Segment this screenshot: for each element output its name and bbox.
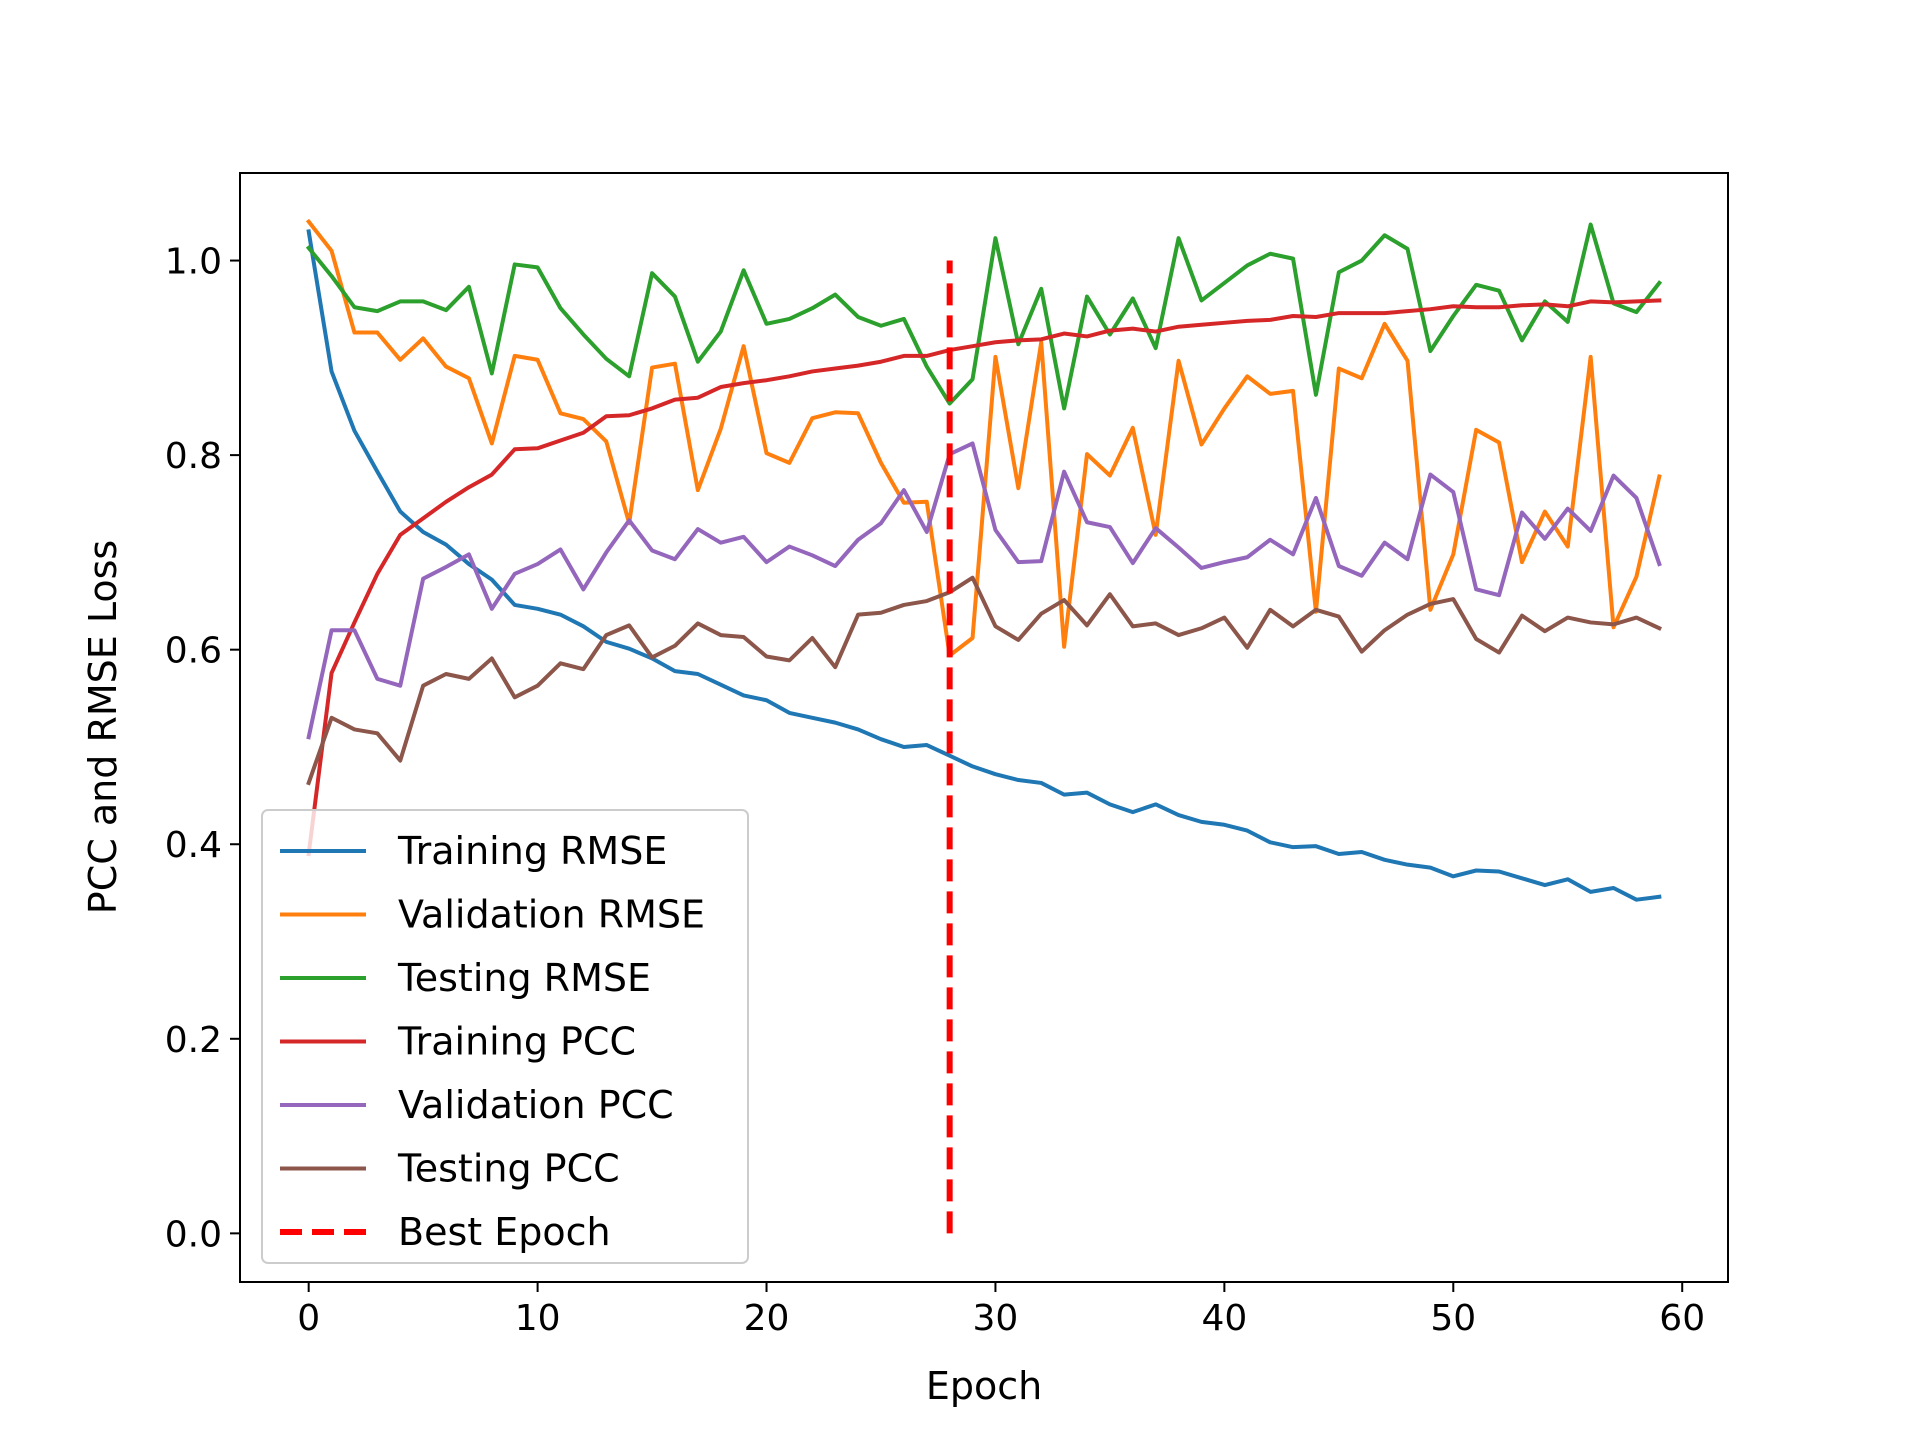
series-line-training-pcc: [306, 298, 1662, 857]
series-line-training-rmse: [306, 229, 1662, 902]
x-tick-label: 0: [297, 1298, 320, 1339]
y-axis-ticks: 0.0 0.2 0.4 0.6 0.8 1.0: [165, 242, 240, 1255]
x-tick-label: 60: [1659, 1298, 1705, 1339]
plot-area-frame: [239, 172, 1729, 1283]
series-line-validation-rmse: [305, 218, 1662, 658]
legend-label-best-epoch: Best Epoch: [398, 1210, 611, 1254]
legend-label-validation-rmse: Validation RMSE: [398, 893, 705, 937]
legend: Training RMSE Validation RMSE Testing RMSE…: [261, 809, 749, 1264]
y-tick-label: 0.6: [165, 631, 222, 672]
legend-box: [261, 809, 749, 1264]
series-line-validation-pcc: [306, 441, 1662, 740]
y-tick-label: 0.0: [165, 1214, 222, 1255]
y-tick-label: 0.8: [165, 436, 222, 477]
series-line-testing-pcc: [306, 575, 1662, 786]
x-tick-label: 20: [744, 1298, 790, 1339]
y-tick-label: 0.2: [165, 1020, 222, 1061]
legend-label-training-pcc: Training PCC: [397, 1020, 636, 1064]
series-line-testing-rmse: [305, 222, 1663, 411]
x-axis-label: Epoch: [926, 1364, 1042, 1408]
x-axis-ticks: 0 10 20 30 40 50 60: [297, 1282, 1705, 1339]
legend-label-training-rmse: Training RMSE: [397, 829, 667, 873]
y-axis-label: PCC and RMSE Loss: [81, 540, 125, 914]
legend-label-testing-rmse: Testing RMSE: [397, 956, 651, 1000]
series-lines: [305, 218, 1663, 902]
x-tick-label: 50: [1430, 1298, 1476, 1339]
x-tick-label: 30: [973, 1298, 1019, 1339]
y-tick-label: 1.0: [165, 242, 222, 283]
x-tick-label: 40: [1201, 1298, 1247, 1339]
x-tick-label: 10: [515, 1298, 561, 1339]
legend-label-validation-pcc: Validation PCC: [398, 1083, 674, 1127]
legend-label-testing-pcc: Testing PCC: [397, 1147, 620, 1191]
y-tick-label: 0.4: [165, 825, 222, 866]
